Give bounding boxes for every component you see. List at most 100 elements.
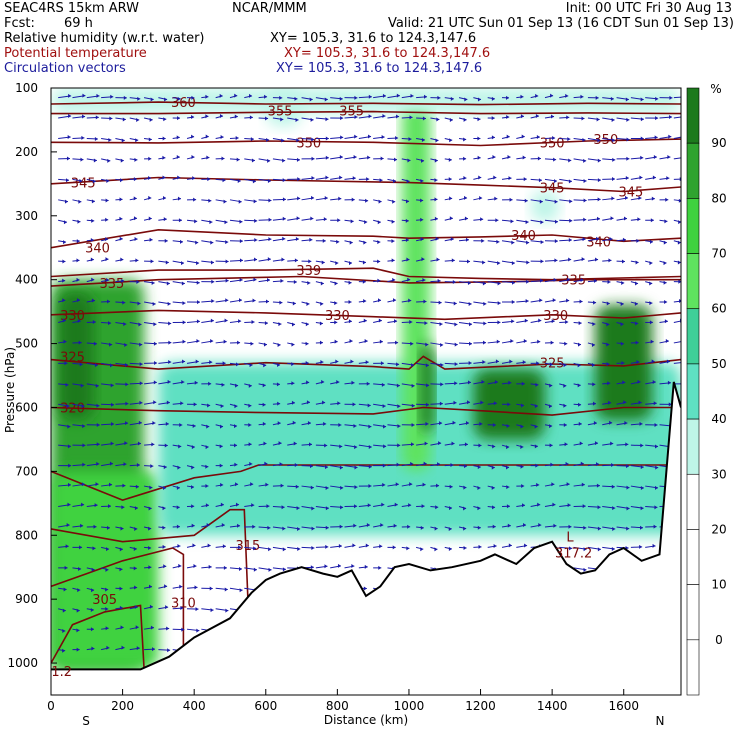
vector-head-185	[177, 175, 181, 180]
vector-head-382	[482, 260, 486, 265]
vector-head-174	[653, 155, 657, 160]
vector-head-925	[66, 523, 70, 528]
vector-head-1019	[148, 565, 152, 570]
vector-head-402	[136, 280, 140, 285]
vector-head-1192	[106, 645, 110, 650]
vector-head-419	[377, 278, 381, 283]
vector-head-1	[68, 93, 72, 98]
vector-head-550	[364, 339, 368, 344]
vector-head-1103	[90, 608, 94, 613]
vector-head-163	[492, 155, 496, 160]
vector-head-429	[526, 279, 530, 284]
vector-head-42	[655, 96, 659, 101]
vector-head-732	[452, 420, 456, 425]
vector-head-132	[682, 135, 685, 139]
vector-head-1152	[166, 626, 170, 631]
x-tick-label-1200: 1200	[465, 699, 496, 713]
vector-head-834	[655, 465, 659, 470]
vector-head-547	[319, 340, 323, 345]
vector-head-347	[609, 236, 613, 241]
vector-head-461	[348, 300, 352, 305]
vector-head-576	[110, 363, 114, 368]
vector-head-45	[68, 114, 72, 119]
vector-head-1105	[119, 605, 123, 610]
vector-arrow-616	[673, 362, 681, 364]
vector-head-124	[567, 137, 571, 142]
vector-head-137	[120, 158, 124, 163]
vector-head-1022	[193, 564, 197, 569]
vector-head-1032	[337, 563, 341, 568]
vector-head-160	[448, 157, 452, 162]
vector-head-437	[635, 281, 639, 286]
vector-head-893	[236, 502, 240, 507]
vector-head-881	[67, 502, 71, 507]
vector-head-1194	[136, 646, 140, 651]
vector-head-808	[279, 462, 283, 467]
vector-head-181	[120, 178, 124, 183]
x-tick-label-400: 400	[183, 699, 206, 713]
vector-head-579	[154, 360, 158, 365]
vector-head-200	[393, 179, 397, 184]
vector-head-680	[337, 401, 341, 406]
vector-head-235	[268, 198, 272, 203]
vector-head-850	[250, 482, 254, 487]
y-tick-label-300: 300	[15, 209, 38, 223]
vector-head-257	[583, 198, 587, 203]
vector-head-264	[678, 198, 681, 203]
vector-head-23	[382, 93, 386, 98]
vector-head-155	[380, 156, 384, 161]
vector-head-32	[506, 95, 510, 100]
vector-head-753	[124, 441, 128, 446]
vector-head-418	[362, 279, 366, 284]
vector-head-179	[92, 179, 96, 184]
vector-head-1147	[90, 627, 94, 632]
vector-head-583	[209, 360, 213, 365]
x-tick-label-200: 200	[111, 699, 134, 713]
vector-head-222	[78, 199, 82, 204]
vector-head-762	[248, 442, 252, 447]
vector-head-1109	[180, 605, 184, 610]
rh-region-6	[419, 343, 435, 434]
vector-head-880	[682, 484, 685, 488]
vector-head-954	[477, 525, 481, 530]
theta-line-325	[51, 355, 681, 370]
vector-head-764	[278, 441, 282, 446]
vector-head-295	[495, 218, 499, 223]
vector-head-178	[79, 179, 83, 184]
vector-head-858	[368, 483, 372, 488]
vector-head-105	[296, 138, 300, 143]
vector-head-946	[366, 523, 370, 528]
vector-head-234	[253, 199, 257, 204]
theta-label-345-1: 345	[71, 177, 96, 192]
vector-head-119	[491, 135, 495, 140]
vector-head-442	[76, 298, 80, 303]
vector-head-659	[667, 380, 671, 385]
vector-head-566	[591, 342, 595, 347]
vector-head-633	[291, 381, 295, 386]
y-tick-label-700: 700	[15, 464, 38, 478]
vector-head-453	[239, 298, 243, 303]
vector-head-332	[391, 239, 395, 244]
field-theta-xy: XY= 105.3, 31.6 to 124.3,147.6	[284, 46, 491, 61]
vector-head-319	[210, 240, 214, 245]
vector-head-395	[663, 261, 667, 266]
vector-head-907	[435, 505, 439, 510]
vector-head-875	[611, 484, 615, 489]
vector-head-919	[612, 506, 616, 511]
vector-head-267	[91, 218, 95, 223]
vector-head-831	[611, 463, 615, 468]
vector-head-800	[163, 465, 167, 470]
vector-head-201	[406, 179, 410, 184]
vector-head-50	[136, 117, 140, 122]
vector-head-624	[167, 379, 171, 384]
vector-head-804	[219, 463, 223, 468]
vector-head-463	[377, 298, 381, 303]
vector-head-668	[166, 400, 170, 405]
vector-head-1030	[310, 565, 314, 570]
vector-head-500	[278, 322, 282, 327]
vector-head-781	[520, 445, 524, 450]
vector-head-921	[640, 506, 644, 511]
theta-line-315	[51, 508, 249, 600]
vector-head-602	[482, 359, 486, 364]
